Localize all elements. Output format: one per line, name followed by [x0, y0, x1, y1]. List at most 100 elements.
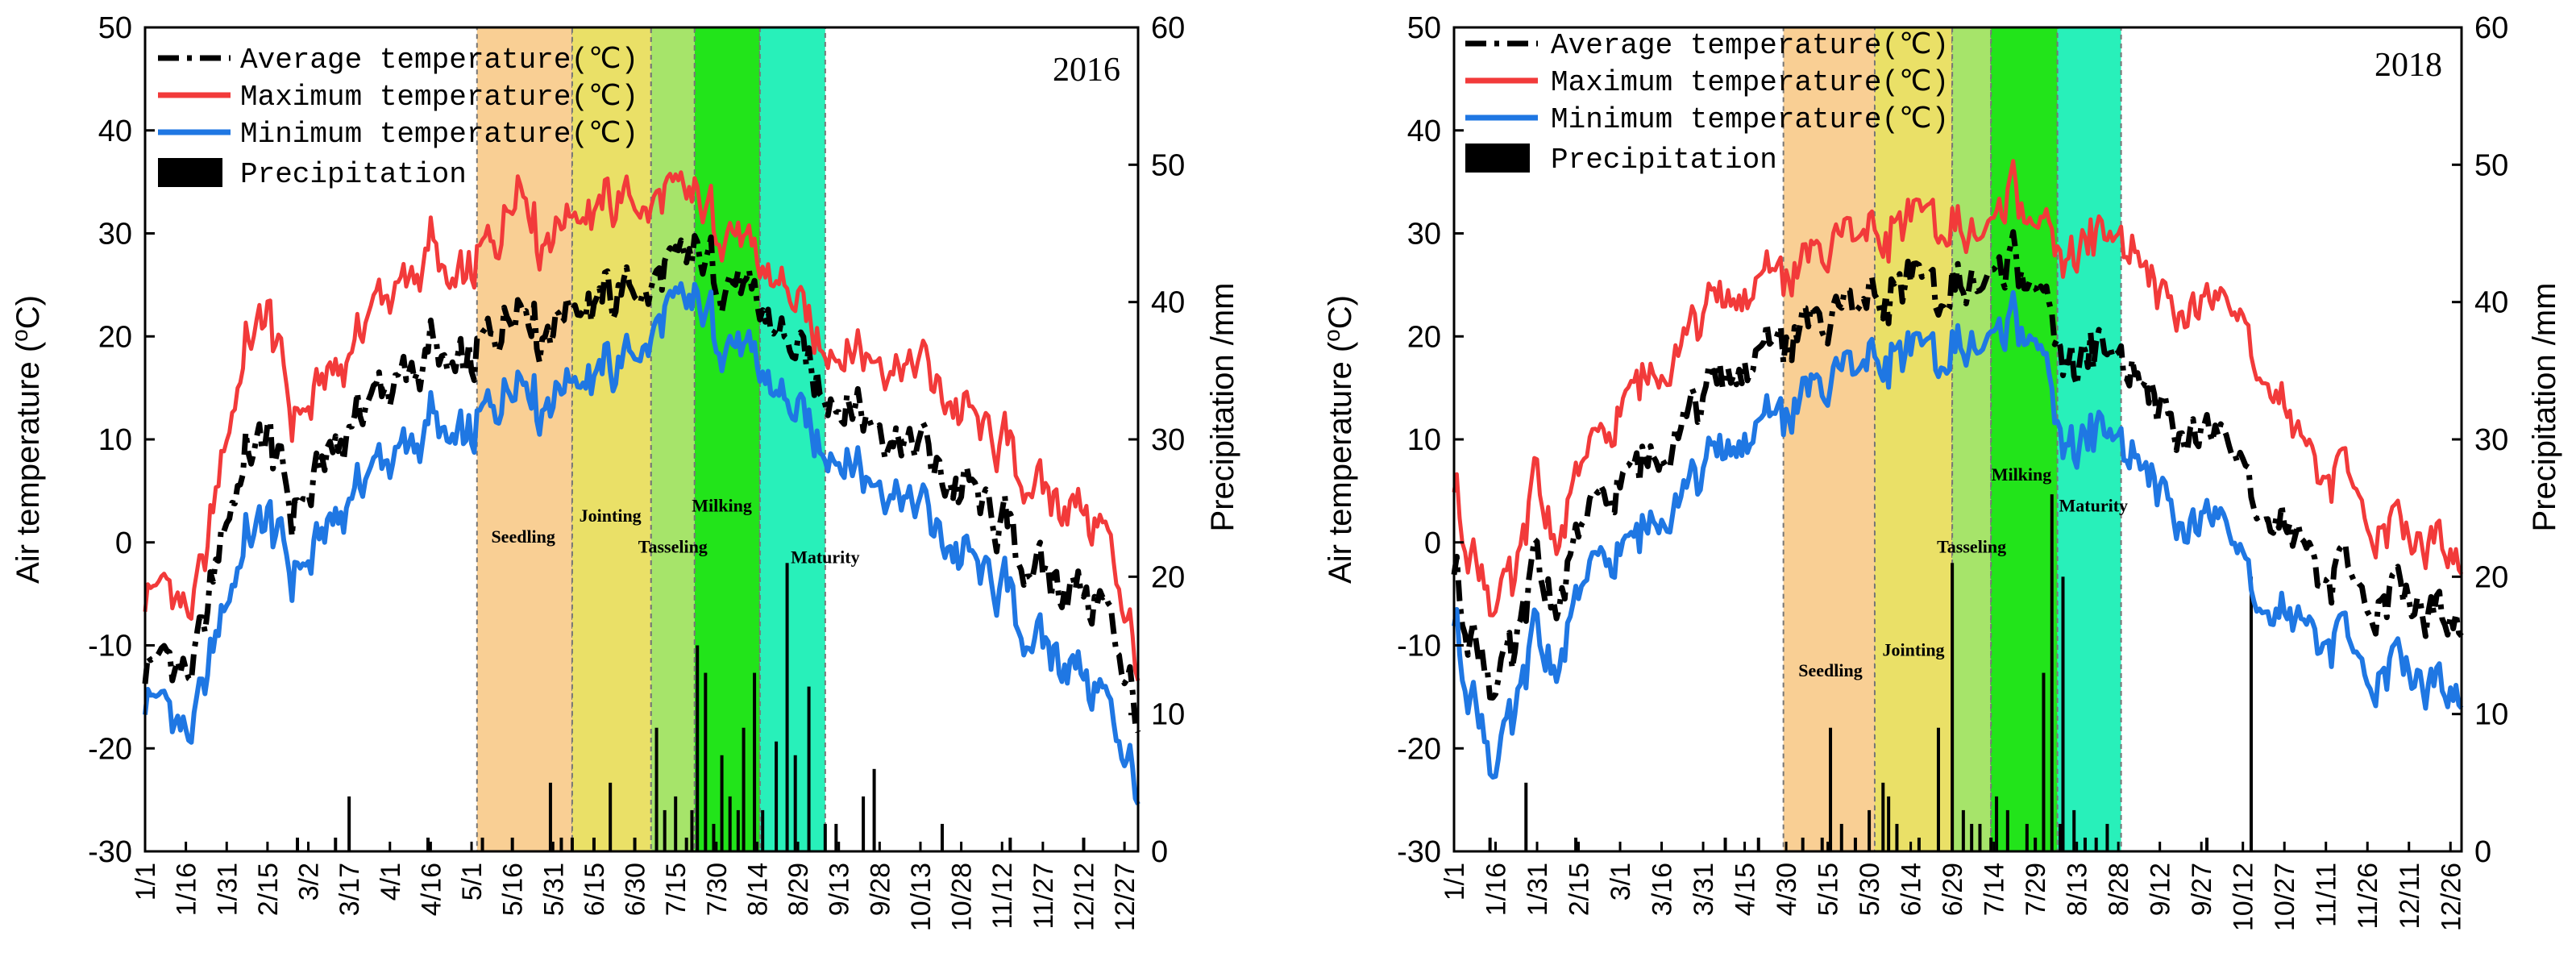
- growth-stage-bands: [476, 27, 826, 852]
- stage-label-seedling: Seedling: [1798, 660, 1862, 680]
- x-tick-label: 5/15: [1814, 863, 1844, 916]
- x-tick-label: 7/15: [661, 863, 692, 916]
- precip-bar: [1887, 796, 1891, 851]
- growth-stage-bands: [1782, 27, 2122, 852]
- precip-bar: [720, 755, 724, 851]
- x-tick-label: 6/30: [621, 863, 651, 916]
- series-line-maximum: [143, 170, 1141, 681]
- x-tick-label: 1/1: [131, 863, 161, 901]
- x-tick-label: 4/16: [416, 863, 447, 916]
- x-tick-label: 7/30: [702, 863, 733, 916]
- precip-bar: [1723, 837, 1727, 851]
- y-tick-label: -30: [1397, 835, 1441, 869]
- y-axis-title: Air temperature (oC): [1319, 295, 1358, 584]
- precip-bar: [1917, 837, 1921, 851]
- chart-panel-2016: Seedling Jointing Tasseling Milking Maturity…: [7, 11, 1240, 931]
- legend-swatch-precipitation: [1465, 144, 1530, 173]
- series-line-maximum: [1452, 159, 2464, 618]
- precip-bar: [793, 755, 797, 851]
- precip-bar: [1801, 837, 1805, 851]
- precip-bar: [753, 672, 757, 851]
- precip-bar: [1951, 563, 1955, 851]
- legend: Average temperature(℃) Maximum temperatu…: [1465, 29, 1949, 177]
- x-tick-label: 11/12: [987, 863, 1018, 930]
- precip-bar: [823, 823, 827, 851]
- y-tick-label: -10: [88, 630, 132, 664]
- precip-bar: [347, 796, 351, 851]
- x-tick-label: 11/26: [2353, 863, 2383, 930]
- precip-bar: [1008, 837, 1012, 851]
- stage-label-maturity: Maturity: [791, 547, 860, 567]
- precip-bar: [2050, 494, 2054, 851]
- y2-tick-label: 40: [2474, 286, 2508, 320]
- x-axis-ticks: 1/1 1/16 1/31 2/15 3/1 3/16 3/31 4/15 4/30 5/15 5/…: [1440, 842, 2466, 931]
- panel-year-label: 2016: [1053, 52, 1120, 89]
- series-line-minimum: [143, 281, 1141, 805]
- precip-bar: [712, 823, 716, 851]
- x-tick-label: 8/13: [2063, 863, 2093, 916]
- precip-bar: [426, 837, 430, 851]
- stage-label-milking: Milking: [692, 495, 752, 515]
- y2-tick-label: 20: [1151, 560, 1185, 594]
- precip-bar: [674, 796, 678, 851]
- x-tick-label: 12/26: [2436, 863, 2466, 931]
- y-tick-label: 20: [1407, 320, 1441, 354]
- x-tick-label: 2/15: [1564, 863, 1595, 916]
- growth-stage-labels: Seedling Jointing Tasseling Milking Maturity: [491, 495, 859, 567]
- precip-bar: [1995, 796, 1999, 851]
- x-tick-label: 1/1: [1440, 863, 1470, 901]
- x-tick-label: 9/13: [825, 863, 855, 916]
- y-tick-label: 40: [1407, 114, 1441, 148]
- y2-tick-label: 60: [1151, 11, 1185, 45]
- precip-bar: [296, 837, 300, 851]
- x-tick-label: 12/11: [2395, 863, 2425, 930]
- y-tick-label: -30: [88, 835, 132, 869]
- precip-bar: [2059, 823, 2063, 851]
- precip-bar: [1839, 823, 1843, 851]
- precip-bar: [728, 796, 732, 851]
- precipitation-bars: [1488, 494, 2254, 851]
- x-tick-label: 3/16: [1647, 863, 1678, 916]
- y-tick-label: 20: [98, 320, 132, 354]
- chart-panel-2018: Seedling Jointing Tasseling Milking Maturity…: [1319, 11, 2562, 931]
- x-tick-label: 3/2: [294, 863, 325, 901]
- series-line-average: [1451, 229, 2464, 701]
- legend-label-average: Average temperature(℃): [240, 44, 638, 77]
- precip-bar: [2094, 837, 2098, 851]
- precip-bar: [2025, 823, 2029, 851]
- legend-label-precipitation: Precipitation: [1551, 144, 1777, 177]
- y-tick-label: 10: [98, 423, 132, 457]
- precip-bar: [1756, 837, 1760, 851]
- y-axis-title: Air temperature (oC): [7, 295, 46, 584]
- legend-label-minimum: Minimum temperature(℃): [1551, 103, 1949, 136]
- y2-tick-label: 50: [1151, 148, 1185, 182]
- x-tick-label: 4/30: [1772, 863, 1802, 916]
- y-tick-label: 50: [98, 11, 132, 45]
- precip-bar: [663, 809, 667, 851]
- y-tick-label: 0: [115, 526, 132, 560]
- precip-bar: [862, 796, 866, 851]
- precip-bar: [785, 563, 789, 851]
- y2-tick-label: 40: [1151, 286, 1185, 320]
- x-tick-label: 8/14: [742, 863, 773, 916]
- y-tick-label: 40: [98, 114, 132, 148]
- x-tick-label: 6/14: [1897, 863, 1927, 916]
- precip-bar: [1574, 837, 1578, 851]
- stage-band-jointing: [1873, 27, 1954, 852]
- x-tick-label: 10/28: [947, 863, 978, 931]
- precip-bar: [1961, 809, 1965, 851]
- precip-bar: [1970, 823, 1974, 851]
- temperature-lines: [1451, 159, 2464, 780]
- x-tick-label: 4/15: [1730, 863, 1761, 916]
- y-tick-label: -20: [1397, 732, 1441, 766]
- precip-bar: [609, 782, 613, 851]
- precip-bar: [1853, 837, 1857, 851]
- x-tick-label: 6/29: [1938, 863, 1968, 916]
- precip-bar: [807, 686, 811, 851]
- y2-tick-label: 10: [2474, 698, 2508, 732]
- precip-bar: [742, 727, 746, 851]
- x-tick-label: 10/12: [2229, 863, 2259, 931]
- x-axis-ticks: 1/1 1/16 1/31 2/15 3/2 3/17 4/1 4/16 5/1 5/16 5/31…: [131, 842, 1141, 931]
- precip-bar: [480, 837, 484, 851]
